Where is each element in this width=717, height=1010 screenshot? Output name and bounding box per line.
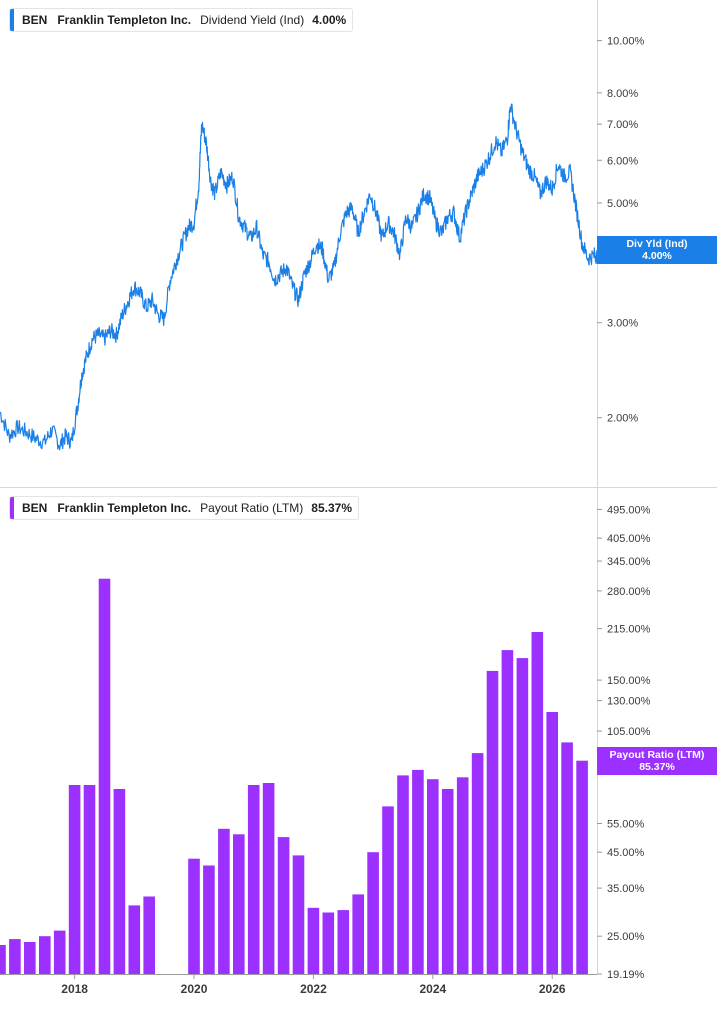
payout-ratio-bar [546,712,558,974]
dividend-yield-series-line [0,103,598,451]
payout-ratio-bar [367,852,379,974]
payout-ratio-bar [128,905,141,974]
top-tag-label: Div Yld (Ind) [626,238,688,250]
bottom-y-tick-label: 130.00% [607,696,651,708]
payout-ratio-bar [9,939,21,974]
payout-ratio-bar [412,769,424,974]
bottom-legend-company: Franklin Templeton Inc. [57,501,192,515]
bottom-y-tick-label: 150.00% [607,675,651,687]
bottom-current-value-tag: Payout Ratio (LTM) 85.37% [597,747,717,775]
x-tick-label: 2026 [539,982,566,996]
top-legend-value: 4.00% [312,13,347,27]
payout-ratio-bar [516,658,529,974]
bottom-y-tick-label: 215.00% [607,624,651,636]
payout-ratio-bar [576,760,588,974]
top-y-tick-label: 5.00% [607,198,638,210]
payout-ratio-bar [143,896,155,974]
payout-ratio-bar [441,789,454,974]
top-y-tick-label: 10.00% [607,36,645,48]
payout-ratio-bar [247,785,260,974]
payout-ratio-bar [456,777,469,974]
x-tick-label: 2022 [300,982,327,996]
top-legend-color-bar [10,9,14,31]
top-current-value-tag: Div Yld (Ind) 4.00% [597,236,717,264]
payout-ratio-bar [471,753,484,974]
payout-ratio-bar [427,779,439,974]
top-legend-company: Franklin Templeton Inc. [57,13,192,27]
bottom-legend-ticker: BEN [22,501,48,515]
payout-ratio-bar [113,789,126,974]
payout-ratio-bar [188,858,200,974]
bottom-tag-value: 85.37% [639,761,675,773]
payout-ratio-bar [501,650,514,974]
payout-ratio-bar [486,670,499,974]
payout-ratio-bar [233,834,245,974]
payout-ratio-bar [382,806,394,974]
top-tag-value: 4.00% [642,250,672,262]
bottom-y-tick-label: 35.00% [607,883,645,895]
payout-ratio-bar [0,945,6,974]
payout-ratio-bar [24,942,36,974]
payout-ratio-bar [307,907,320,974]
payout-ratio-bar [337,910,350,974]
payout-ratio-bar [83,785,96,974]
bottom-y-tick-label: 19.19% [607,969,645,981]
top-y-tick-label: 2.00% [607,413,638,425]
payout-ratio-bar [98,578,111,974]
top-y-tick-label: 6.00% [607,155,638,167]
x-tick-label: 2020 [181,982,208,996]
bottom-y-tick-label: 25.00% [607,931,645,943]
x-tick-label: 2024 [419,982,446,996]
top-legend-ticker: BEN [22,13,48,27]
bottom-y-tick-label: 45.00% [607,847,645,859]
top-y-tick-label: 7.00% [607,119,638,131]
payout-ratio-bar [322,912,335,974]
payout-ratio-bar [39,936,51,974]
payout-ratio-bar [203,865,215,974]
bottom-y-tick-label: 495.00% [607,504,651,516]
bottom-y-tick-label: 280.00% [607,586,651,598]
x-tick-label: 2018 [61,982,88,996]
payout-ratio-bar [277,837,290,974]
top-y-tick-label: 8.00% [607,88,638,100]
payout-ratio-bar [561,742,573,974]
payout-ratio-bar [218,828,230,974]
bottom-y-tick-label: 405.00% [607,533,651,545]
bottom-legend-value: 85.37% [311,501,352,515]
payout-ratio-bar [262,783,275,974]
payout-ratio-bar [292,855,305,974]
top-legend-metric: Dividend Yield (Ind) [200,13,305,27]
top-y-tick-label: 3.00% [607,318,638,330]
bottom-y-tick-label: 345.00% [607,556,651,568]
payout-ratio-bar [531,632,544,974]
payout-ratio-bar [397,775,409,974]
payout-ratio-bar [53,930,66,974]
bottom-y-tick-label: 55.00% [607,818,645,830]
payout-ratio-bar [352,894,364,974]
bottom-legend-metric: Payout Ratio (LTM) [200,501,304,515]
bottom-legend-color-bar [10,497,14,519]
bottom-tag-label: Payout Ratio (LTM) [609,749,705,761]
bottom-legend: BEN Franklin Templeton Inc. Payout Ratio… [9,496,359,520]
bottom-y-tick-label: 105.00% [607,726,651,738]
payout-ratio-bar [68,785,81,974]
top-legend: BEN Franklin Templeton Inc. Dividend Yie… [9,8,354,32]
